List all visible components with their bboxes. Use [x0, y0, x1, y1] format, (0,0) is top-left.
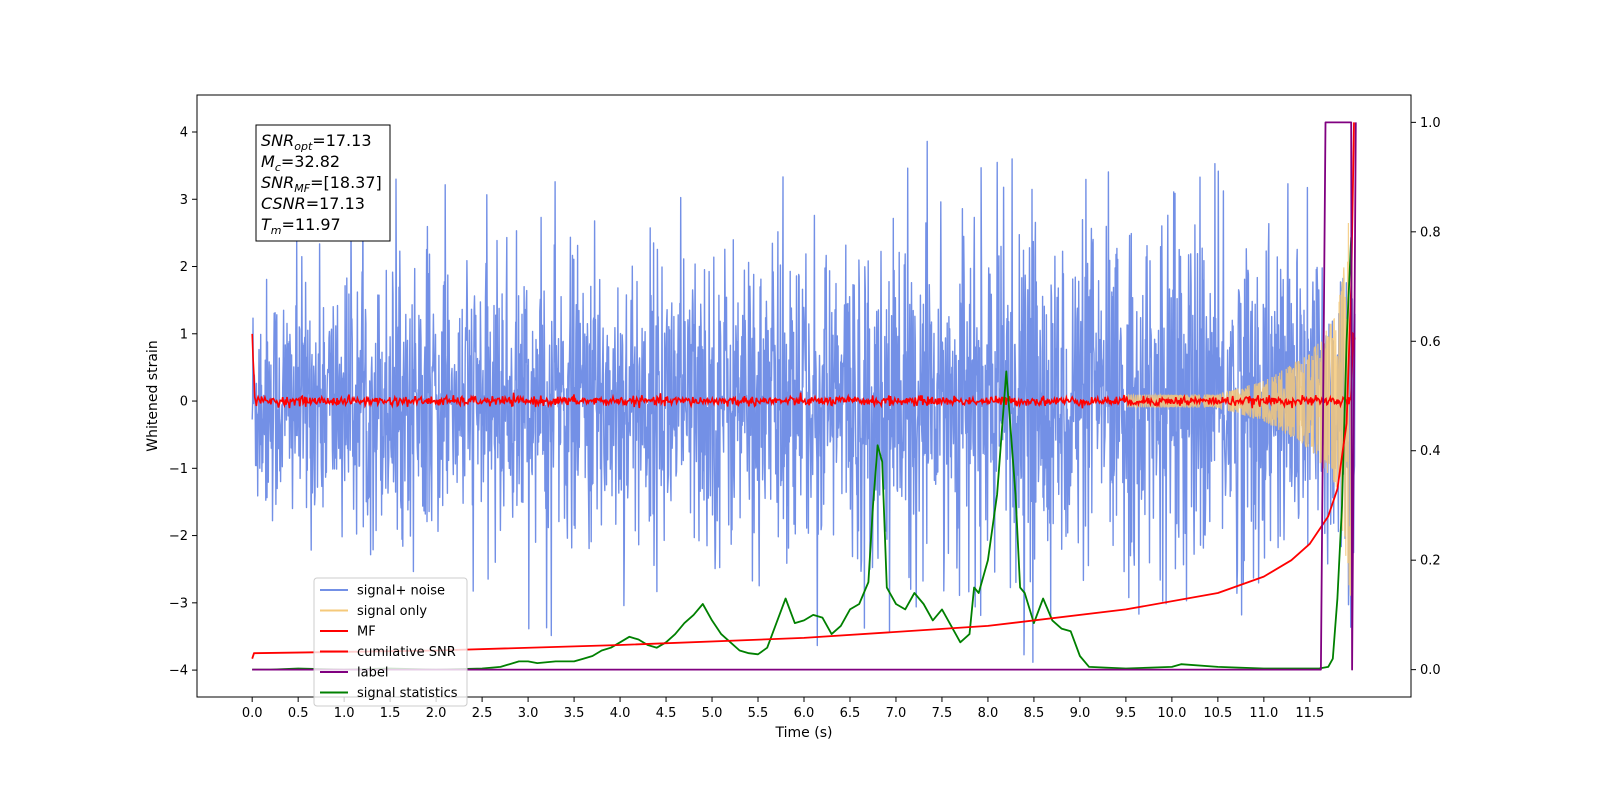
x-tick-label: 3.0: [518, 706, 539, 721]
legend-label: signal only: [357, 604, 427, 619]
x-tick-label: 2.0: [426, 706, 447, 721]
info-box: SNRopt=17.13Mc=32.82SNRMF=[18.37]CSNR=17…: [255, 124, 391, 242]
x-tick-label: 11.5: [1295, 706, 1324, 721]
info-line: Tm=11.97: [261, 215, 341, 237]
x-tick-label: 9.0: [1070, 706, 1091, 721]
x-tick-label: 9.5: [1116, 706, 1137, 721]
signal-noise-layer: [251, 140, 1356, 663]
x-tick-label: 6.0: [794, 706, 815, 721]
info-line: SNRopt=17.13: [261, 131, 372, 153]
y2-tick-label: 0.0: [1420, 663, 1441, 678]
x-tick-label: 1.5: [380, 706, 401, 721]
legend-label: signal statistics: [357, 686, 458, 701]
signal-only-line: [1125, 203, 1353, 596]
x-tick-label: 5.5: [748, 706, 769, 721]
signal-only-layer: [1125, 203, 1353, 596]
x-tick-label: 1.0: [334, 706, 355, 721]
info-line: CSNR=17.13: [261, 194, 365, 213]
info-symbol: M: [261, 152, 275, 171]
info-line: Mc=32.82: [261, 152, 340, 174]
cumulative-snr-line: [251, 122, 1355, 659]
info-symbol: SNR: [261, 131, 294, 150]
y2-tick-label: 0.8: [1420, 225, 1441, 240]
info-line: SNRMF=[18.37]: [261, 173, 382, 195]
y2-tick-label: 0.4: [1420, 444, 1441, 459]
x-tick-label: 10.5: [1203, 706, 1232, 721]
x-tick-label: 6.5: [840, 706, 861, 721]
x-tick-label: 4.0: [610, 706, 631, 721]
y-tick-label: 3: [180, 193, 188, 208]
legend-label: label: [357, 666, 388, 681]
y-tick-label: 1: [180, 327, 188, 342]
legend-label: MF: [357, 625, 376, 640]
mf-layer: [251, 331, 1356, 409]
signal-noise-line: [251, 140, 1356, 663]
x-tick-label: 3.5: [564, 706, 585, 721]
legend-label: cumilative SNR: [357, 645, 456, 660]
y2-tick-label: 1.0: [1420, 116, 1441, 131]
y-tick-label: −3: [169, 596, 188, 611]
x-tick-label: 0.0: [242, 706, 263, 721]
signal-statistics-line: [252, 237, 1353, 671]
axes: 0.0 0.5 1.0 1.5 2.0 2.5 3.0 3.5 4.0 4.5 5.0 5.5 6.0 6…: [169, 116, 1441, 721]
x-tick-label: 7.0: [886, 706, 907, 721]
x-tick-label: 7.5: [932, 706, 953, 721]
info-value: =17.13: [312, 131, 371, 150]
y-tick-label: −2: [169, 529, 188, 544]
x-tick-label: 8.5: [1024, 706, 1045, 721]
x-tick-label: 10.0: [1157, 706, 1186, 721]
x-tick-label: 11.0: [1249, 706, 1278, 721]
x-tick-label: 0.5: [288, 706, 309, 721]
info-symbol: T: [261, 215, 272, 234]
y-tick-label: −1: [169, 462, 188, 477]
y-tick-label: 0: [180, 395, 188, 410]
info-value: =17.13: [306, 194, 365, 213]
y-axis-label: Whitened strain: [145, 340, 161, 451]
x-tick-label: 4.5: [656, 706, 677, 721]
x-tick-label: 2.5: [472, 706, 493, 721]
y2-tick-label: 0.6: [1420, 335, 1441, 350]
y-tick-label: −4: [169, 664, 188, 679]
info-subscript: opt: [294, 140, 313, 153]
info-value: =32.82: [281, 152, 340, 171]
y2-tick-label: 0.2: [1420, 554, 1441, 569]
info-subscript: m: [271, 224, 282, 237]
legend-label: signal+ noise: [357, 584, 445, 599]
signal-statistics-layer: [252, 237, 1353, 671]
legend-frame: [313, 577, 468, 707]
legend: signal+ noise signal only MF cumilative SNR…: [313, 577, 468, 707]
cumulative-snr-layer: [251, 122, 1355, 659]
y-tick-label: 2: [180, 260, 188, 275]
info-subscript: c: [275, 161, 281, 174]
info-box-frame: [255, 124, 391, 242]
x-axis-label: Time (s): [775, 725, 833, 741]
x-tick-label: 8.0: [978, 706, 999, 721]
x-tick-label: 5.0: [702, 706, 723, 721]
info-value: =[18.37]: [310, 173, 382, 192]
info-value: =11.97: [282, 215, 341, 234]
info-symbol: CSNR: [261, 194, 306, 213]
label-line: [252, 121, 1357, 671]
mf-line: [251, 331, 1356, 409]
y-tick-label: 4: [180, 125, 188, 140]
info-symbol: SNR: [261, 173, 294, 192]
info-subscript: MF: [294, 182, 310, 195]
label-layer: [252, 121, 1357, 671]
